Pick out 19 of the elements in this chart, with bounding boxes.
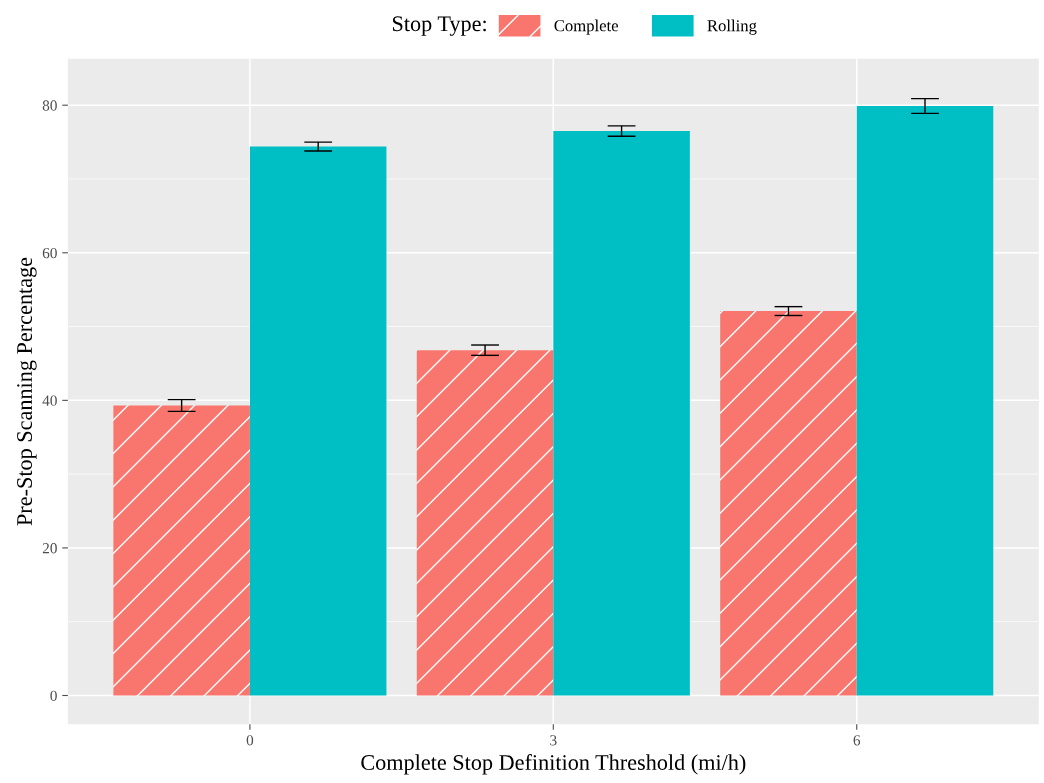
x-tick-label: 3	[550, 735, 557, 746]
y-tick-label: 60	[42, 247, 57, 259]
y-axis-title: Pre-Stop Scanning Percentage	[17, 257, 37, 526]
bar	[553, 131, 690, 696]
bar	[856, 105, 994, 696]
x-tick-label: 6	[853, 735, 861, 746]
legend-title: Stop Type:	[392, 16, 486, 36]
y-tick-label: 0	[50, 690, 57, 701]
x-axis-title: Complete Stop Definition Threshold (mi/h)	[361, 754, 746, 775]
legend-label: Complete	[554, 19, 619, 35]
y-tick-label: 40	[42, 395, 57, 406]
x-tick-label: 0	[246, 735, 254, 746]
bar	[720, 311, 857, 696]
legend-label: Rolling	[707, 19, 757, 35]
y-tick-label: 20	[42, 543, 57, 554]
bar	[249, 146, 387, 696]
bar	[416, 350, 554, 696]
y-tick-label: 80	[42, 100, 57, 111]
bar	[113, 405, 250, 696]
